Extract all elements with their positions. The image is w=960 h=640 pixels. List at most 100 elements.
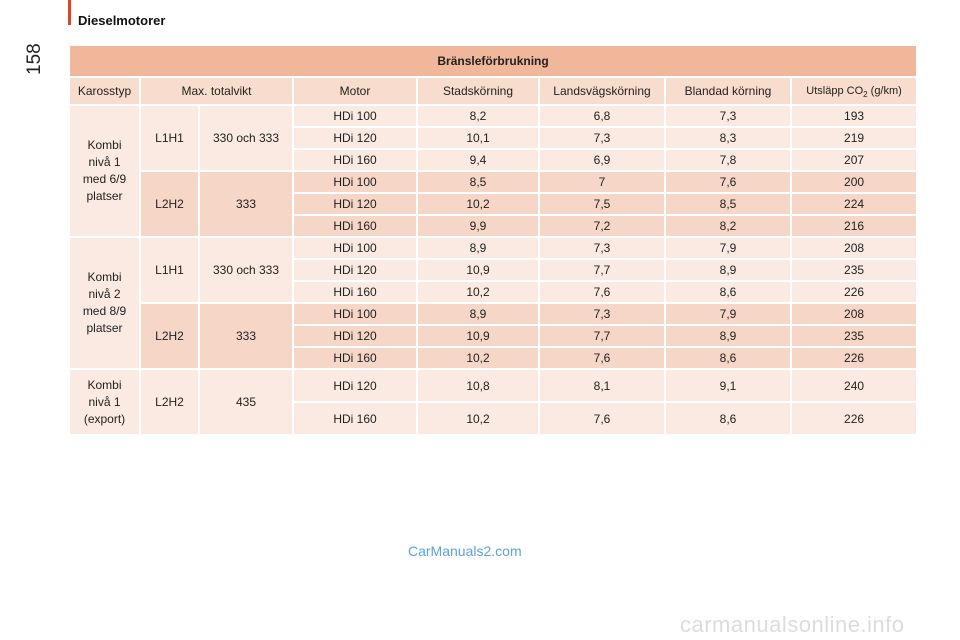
motor-cell: HDi 120	[294, 260, 416, 280]
motor-cell: HDi 100	[294, 106, 416, 126]
blandad-korning-cell: 8,6	[666, 282, 790, 302]
karosstyp-line: Kombi	[87, 377, 122, 392]
karosstyp-line: nivå 1	[88, 394, 121, 409]
section-title: Dieselmotorer	[78, 13, 166, 28]
stadskorning-cell: 10,9	[418, 326, 538, 346]
karosstyp-cell: Kombi nivå 1 med 6/9 platser	[70, 106, 139, 236]
table-row: Kombi nivå 1 med 6/9 platser L1H1 330 och 333…	[70, 106, 917, 236]
karosstyp-cell: Kombi nivå 2 med 8/9 platser	[70, 238, 139, 368]
blandad-korning-cell: 8,3	[666, 128, 790, 148]
landsvagskorning-cell: 7,5	[540, 194, 664, 214]
karosstyp-line: (export)	[83, 411, 126, 426]
max-totalvikt-cell: 330 och 333	[200, 238, 292, 302]
utslapp-cell: 226	[792, 282, 917, 302]
stadskorning-cell: 9,4	[418, 150, 538, 170]
motor-cell: HDi 160	[294, 403, 416, 434]
col-header-stadskorning: Stadskörning	[418, 78, 538, 104]
watermark-carmanualsonline: carmanualsonline.info	[680, 612, 905, 637]
stadskorning-cell: 10,2	[418, 348, 538, 368]
stadskorning-cell: 10,2	[418, 282, 538, 302]
utslapp-cell: 208	[792, 238, 917, 258]
table-row: HDi 120 10,2 7,5 8,5 224	[70, 194, 917, 214]
blandad-korning-cell: 7,9	[666, 304, 790, 324]
table-row: HDi 160 10,2 7,6 8,6 226	[70, 403, 917, 434]
blandad-korning-cell: 8,6	[666, 403, 790, 434]
blandad-korning-cell: 8,9	[666, 260, 790, 280]
blandad-korning-cell: 7,3	[666, 106, 790, 126]
table-row: HDi 120 10,1 7,3 8,3 219	[70, 128, 917, 148]
karosstyp-cell: Kombi nivå 1 (export)	[70, 370, 139, 434]
blandad-korning-cell: 7,9	[666, 238, 790, 258]
karosstyp-line: platser	[86, 189, 123, 203]
utslapp-cell: 208	[792, 304, 917, 324]
blandad-korning-cell: 9,1	[666, 370, 790, 401]
utslapp-cell: 226	[792, 403, 917, 434]
col-header-motor: Motor	[294, 78, 416, 104]
utslapp-cell: 216	[792, 216, 917, 236]
motor-cell: HDi 100	[294, 172, 416, 192]
utslapp-cell: 193	[792, 106, 917, 126]
landsvagskorning-cell: 8,1	[540, 370, 664, 401]
table-row: HDi 160 10,2 7,6 8,6 226	[70, 282, 917, 302]
stadskorning-cell: 8,5	[418, 172, 538, 192]
landsvagskorning-cell: 7	[540, 172, 664, 192]
landsvagskorning-cell: 7,2	[540, 216, 664, 236]
utslapp-subscript: 2	[863, 90, 868, 99]
utslapp-cell: 200	[792, 172, 917, 192]
blandad-korning-cell: 8,5	[666, 194, 790, 214]
table-title: Bränsleförbrukning	[70, 46, 917, 76]
col-header-max-totalvikt: Max. totalvikt	[141, 78, 292, 104]
accent-bar	[68, 0, 71, 25]
motor-cell: HDi 160	[294, 282, 416, 302]
col-header-utslapp: Utsläpp CO2 (g/km)	[792, 78, 917, 104]
motor-cell: HDi 120	[294, 128, 416, 148]
watermark-carmanuals2: CarManuals2.com	[408, 543, 522, 559]
stadskorning-cell: 8,9	[418, 304, 538, 324]
landsvagskorning-cell: 7,3	[540, 128, 664, 148]
utslapp-cell: 235	[792, 260, 917, 280]
landsvagskorning-cell: 7,7	[540, 326, 664, 346]
utslapp-cell: 207	[792, 150, 917, 170]
stadskorning-cell: 8,2	[418, 106, 538, 126]
utslapp-label: Utsläpp CO	[806, 85, 864, 97]
motor-cell: HDi 160	[294, 216, 416, 236]
utslapp-cell: 226	[792, 348, 917, 368]
utslapp-cell: 240	[792, 370, 917, 401]
karosstyp-line: nivå 1	[88, 155, 121, 169]
table-row: Kombi nivå 2 med 8/9 platser L1H1 330 och 333…	[70, 238, 917, 368]
utslapp-cell: 224	[792, 194, 917, 214]
table-row: L2H2 333 HDi 100 8,9 7,3 7,9 208	[70, 304, 917, 368]
motor-cell: HDi 100	[294, 238, 416, 258]
karosstyp-line: nivå 2	[88, 287, 121, 301]
variant-cell: L2H2	[141, 304, 198, 368]
blandad-korning-cell: 8,2	[666, 216, 790, 236]
max-totalvikt-cell: 333	[200, 172, 292, 236]
karosstyp-line: med 6/9	[82, 172, 127, 186]
table-row: Kombi nivå 1 (export) L2H2 435 HDi 120 10,8 8,1…	[70, 370, 917, 434]
fuel-consumption-table: Bränsleförbrukning Karosstyp Max. totalv…	[70, 44, 917, 436]
blandad-korning-cell: 7,6	[666, 172, 790, 192]
karosstyp-line: Kombi	[87, 270, 122, 284]
table-row: HDi 160 9,4 6,9 7,8 207	[70, 150, 917, 170]
stadskorning-cell: 10,1	[418, 128, 538, 148]
landsvagskorning-cell: 7,3	[540, 238, 664, 258]
col-header-karosstyp: Karosstyp	[70, 78, 139, 104]
landsvagskorning-cell: 6,9	[540, 150, 664, 170]
landsvagskorning-cell: 7,6	[540, 403, 664, 434]
table-row: HDi 120 10,9 7,7 8,9 235	[70, 326, 917, 346]
motor-cell: HDi 120	[294, 194, 416, 214]
table-row: HDi 160 10,2 7,6 8,6 226	[70, 348, 917, 368]
landsvagskorning-cell: 7,6	[540, 282, 664, 302]
landsvagskorning-cell: 7,6	[540, 348, 664, 368]
motor-cell: HDi 160	[294, 150, 416, 170]
utslapp-cell: 235	[792, 326, 917, 346]
stadskorning-cell: 10,8	[418, 370, 538, 401]
karosstyp-line: platser	[86, 321, 123, 335]
motor-cell: HDi 120	[294, 370, 416, 401]
table-body: Kombi nivå 1 med 6/9 platser L1H1 330 och 333…	[70, 106, 917, 434]
variant-cell: L2H2	[141, 370, 198, 434]
stadskorning-cell: 8,9	[418, 238, 538, 258]
blandad-korning-cell: 8,9	[666, 326, 790, 346]
variant-cell: L2H2	[141, 172, 198, 236]
utslapp-cell: 219	[792, 128, 917, 148]
